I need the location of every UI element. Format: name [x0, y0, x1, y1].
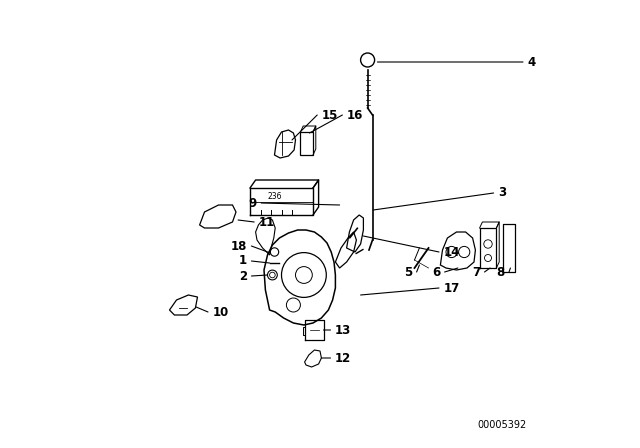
- Text: 236: 236: [268, 191, 282, 201]
- Text: 1: 1: [239, 254, 247, 267]
- Text: 8: 8: [496, 266, 504, 279]
- Text: 11: 11: [259, 215, 275, 228]
- Text: 4: 4: [527, 56, 536, 69]
- Text: 7: 7: [472, 266, 480, 279]
- Text: 3: 3: [498, 186, 506, 199]
- Text: 9: 9: [248, 197, 257, 210]
- Text: 16: 16: [347, 108, 364, 121]
- Text: 00005392: 00005392: [477, 420, 527, 430]
- Text: 15: 15: [322, 108, 338, 121]
- Text: 13: 13: [335, 323, 351, 336]
- Text: 10: 10: [212, 306, 228, 319]
- Text: 6: 6: [432, 266, 440, 279]
- Text: 17: 17: [444, 281, 460, 294]
- Text: 5: 5: [404, 266, 412, 279]
- Text: 12: 12: [335, 352, 351, 365]
- Text: 18: 18: [230, 240, 247, 253]
- Text: 14: 14: [444, 246, 460, 258]
- Text: 2: 2: [239, 270, 247, 283]
